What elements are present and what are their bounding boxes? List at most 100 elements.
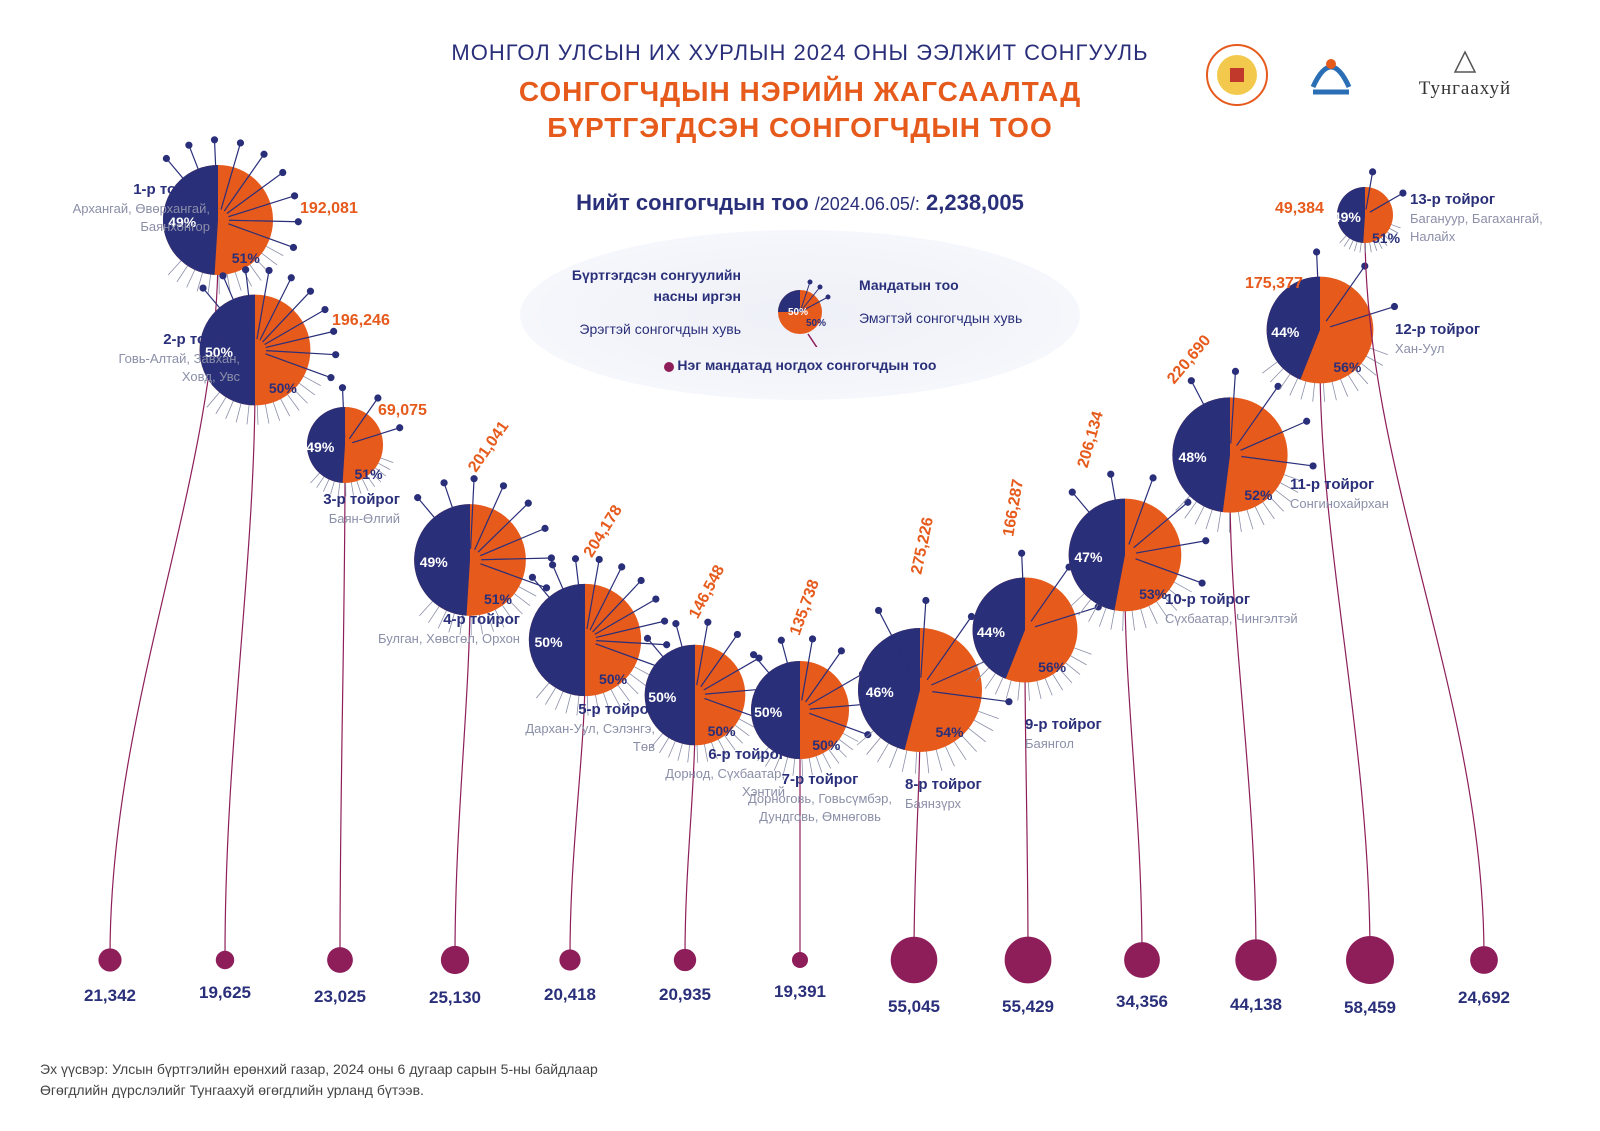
district-label: 2-р тойрогГовь-Алтай, Завхан, Ховд, Увс [90, 330, 240, 385]
district-label: 11-р тойрогСонгинохайрхан [1290, 475, 1460, 513]
district-total: 201,041 [465, 418, 513, 476]
footer-source: Эх үүсвэр: Улсын бүртгэлийн ерөнхий газа… [40, 1059, 598, 1080]
per-mandate-value: 21,342 [70, 986, 150, 1006]
per-mandate-dot [1346, 936, 1394, 984]
district-total: 175,377 [1245, 275, 1303, 293]
district-label: 8-р тойрогБаянзүрх [905, 775, 1075, 813]
district-total: 204,178 [581, 502, 627, 561]
pct-male: 49% [420, 554, 448, 570]
pct-female: 56% [1038, 659, 1066, 675]
district-name: 12-р тойрог [1395, 320, 1565, 340]
mandate-stalks [1314, 249, 1398, 327]
district-areas: Багануур, Багахангай, Налайх [1410, 210, 1580, 245]
legend-female: Эмэгтэй сонгогчдын хувь [859, 308, 1030, 329]
header-title-line2: БҮРТГЭГДСЭН СОНГОГЧДЫН ТОО [547, 112, 1052, 143]
legend-mandates: Мандатын тоо [859, 275, 1030, 296]
per-mandate-dot [1235, 939, 1276, 980]
district-total: 49,384 [1275, 200, 1324, 218]
district-name: 1-р тойрог [60, 180, 210, 200]
district-total: 69,075 [378, 402, 427, 420]
district-name: 3-р тойрог [250, 490, 400, 510]
per-mandate-value: 23,025 [300, 987, 380, 1007]
district-label: 12-р тойрогХан-Уул [1395, 320, 1565, 358]
per-mandate-value: 34,356 [1102, 992, 1182, 1012]
mandate-stalks [415, 476, 555, 591]
per-mandate-value: 55,429 [988, 997, 1068, 1017]
district-areas: Булган, Хөвсгөл, Орхон [370, 630, 520, 648]
connector-curve [1230, 490, 1256, 956]
district-total: 220,690 [1164, 332, 1215, 388]
legend-sample-female: 50% [806, 318, 826, 329]
district-name: 9-р тойрог [1025, 715, 1195, 735]
per-mandate-value: 20,935 [645, 985, 725, 1005]
pct-male: 46% [866, 684, 894, 700]
pct-male: 50% [754, 704, 782, 720]
mandate-stalks [751, 636, 875, 738]
legend-male: Эрэгтэй сонгогчдын хувь [570, 319, 741, 340]
district-name: 2-р тойрог [90, 330, 240, 350]
per-mandate-dot [1124, 942, 1160, 978]
pct-female: 51% [355, 466, 383, 482]
logos: Тунгаахуй [1202, 40, 1540, 110]
per-mandate-dot [441, 946, 469, 974]
district-name: 5-р тойрог [505, 700, 655, 720]
district-areas: Дархан-Уул, Сэлэнгэ, Төв [505, 720, 655, 755]
district-label: 1-р тойрогАрхангай, Өвөрхангай, Баянхонг… [60, 180, 210, 235]
district-areas: Сүхбаатар, Чингэлтэй [1165, 610, 1335, 628]
pct-female: 50% [812, 737, 840, 753]
per-mandate-dot [674, 949, 696, 971]
per-mandate-value: 44,138 [1216, 995, 1296, 1015]
per-mandate-value: 19,625 [185, 983, 265, 1003]
header-title-line1: СОНГОГЧДЫН НЭРИЙН ЖАГСААЛТАД [519, 76, 1081, 107]
district-label: 4-р тойрогБулган, Хөвсгөл, Орхон [370, 610, 520, 648]
district-total: 135,738 [787, 577, 824, 638]
per-mandate-dot [216, 951, 234, 969]
district-total: 192,081 [300, 200, 358, 218]
logo-gec [1202, 40, 1272, 110]
mandate-stalks [876, 597, 1012, 704]
legend: Бүртгэгдсэн сонгуулийн насны иргэн Эрэгт… [520, 230, 1080, 400]
district-name: 4-р тойрог [370, 610, 520, 630]
pct-female: 50% [599, 671, 627, 687]
district-name: 6-р тойрог [635, 745, 785, 765]
district-total: 275,226 [908, 516, 938, 576]
district-total: 196,246 [332, 312, 390, 330]
footer: Эх үүсвэр: Улсын бүртгэлийн ерөнхий газа… [40, 1059, 598, 1101]
logo-tungaahui-text: Тунгаахуй [1419, 78, 1511, 100]
logo-ond [1296, 40, 1366, 110]
district-areas: Дорноговь, Говьсүмбэр, Дундговь, Өмнөгов… [720, 790, 920, 825]
pct-female: 53% [1139, 586, 1167, 602]
per-mandate-dot [559, 949, 580, 970]
per-mandate-dot [792, 952, 808, 968]
per-mandate-value: 55,045 [874, 997, 954, 1017]
per-mandate-value: 19,391 [760, 982, 840, 1002]
district-label: 5-р тойрогДархан-Уул, Сэлэнгэ, Төв [505, 700, 655, 755]
pct-male: 44% [977, 624, 1005, 640]
district-name: 10-р тойрог [1165, 590, 1335, 610]
pct-female: 52% [1244, 487, 1272, 503]
female-fan [1176, 455, 1304, 533]
district-areas: Сонгинохайрхан [1290, 495, 1460, 513]
mandate-stalks [529, 556, 669, 671]
pct-male: 47% [1074, 549, 1102, 565]
district-areas: Архангай, Өвөрхангай, Баянхонгор [60, 200, 210, 235]
pct-male: 50% [648, 689, 676, 705]
legend-registered: Бүртгэгдсэн сонгуулийн насны иргэн [570, 265, 741, 307]
per-mandate-value: 24,692 [1444, 988, 1524, 1008]
connector-curve [340, 468, 345, 956]
district-canvas [0, 0, 1600, 1131]
pct-female: 54% [936, 724, 964, 740]
district-areas: Баянгол [1025, 735, 1195, 753]
per-mandate-dot [327, 947, 353, 973]
per-mandate-dot [1470, 946, 1498, 974]
female-fan [968, 630, 1091, 701]
connector-curve [1125, 589, 1142, 956]
pct-female: 51% [232, 250, 260, 266]
district-name: 7-р тойрог [720, 770, 920, 790]
district-label: 7-р тойрогДорноговь, Говьсүмбэр, Дундгов… [720, 770, 920, 825]
female-fan [1262, 330, 1387, 402]
district-total: 166,287 [1000, 478, 1028, 538]
connector-curve [914, 727, 920, 956]
per-mandate-value: 25,130 [415, 988, 495, 1008]
mandate-stalks [1188, 368, 1316, 469]
